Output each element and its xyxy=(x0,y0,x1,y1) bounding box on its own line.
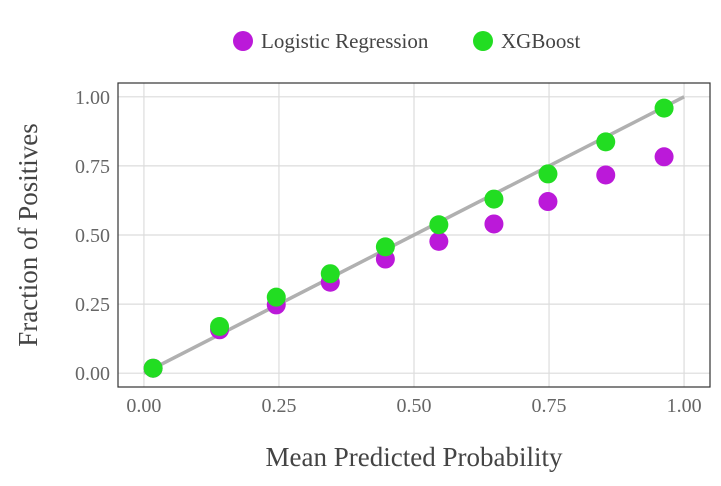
x-axis-label: Mean Predicted Probability xyxy=(266,442,563,472)
point-logistic-regression xyxy=(538,192,558,212)
perfect-calibration-line xyxy=(143,95,685,375)
x-tick-label: 0.00 xyxy=(126,395,161,417)
point-xgboost xyxy=(654,98,674,118)
legend-marker xyxy=(233,31,253,51)
point-xgboost xyxy=(320,264,340,284)
point-xgboost xyxy=(266,287,286,307)
reference-line xyxy=(143,95,685,375)
point-xgboost xyxy=(375,237,395,257)
x-tick-label: 0.75 xyxy=(532,395,567,417)
point-logistic-regression xyxy=(654,147,674,167)
tick-labels: 0.00 0.25 0.50 0.75 1.00 0.00 0.25 0.50 0.75 1.00 xyxy=(75,87,702,417)
point-xgboost xyxy=(484,189,504,209)
y-axis-label: Fraction of Positives xyxy=(13,123,43,347)
y-tick-label: 0.50 xyxy=(75,225,110,247)
point-xgboost xyxy=(538,164,558,184)
point-xgboost xyxy=(429,215,449,235)
point-logistic-regression xyxy=(484,214,504,234)
legend-label: Logistic Regression xyxy=(261,29,429,53)
y-tick-label: 1.00 xyxy=(75,87,110,109)
point-logistic-regression xyxy=(596,165,616,185)
x-tick-label: 0.50 xyxy=(397,395,432,417)
plot-frame xyxy=(117,82,711,388)
y-tick-label: 0.75 xyxy=(75,156,110,178)
point-xgboost xyxy=(143,358,163,378)
legend: Logistic Regression XGBoost xyxy=(233,29,581,53)
point-xgboost xyxy=(210,316,230,336)
x-tick-label: 0.25 xyxy=(261,395,296,417)
grid xyxy=(118,83,710,387)
x-tick-label: 1.00 xyxy=(667,395,702,417)
y-tick-label: 0.00 xyxy=(75,363,110,385)
point-logistic-regression xyxy=(429,231,449,251)
legend-marker xyxy=(473,31,493,51)
y-tick-label: 0.25 xyxy=(75,294,110,316)
data-points xyxy=(143,98,674,378)
point-xgboost xyxy=(596,132,616,152)
legend-label: XGBoost xyxy=(501,29,581,53)
